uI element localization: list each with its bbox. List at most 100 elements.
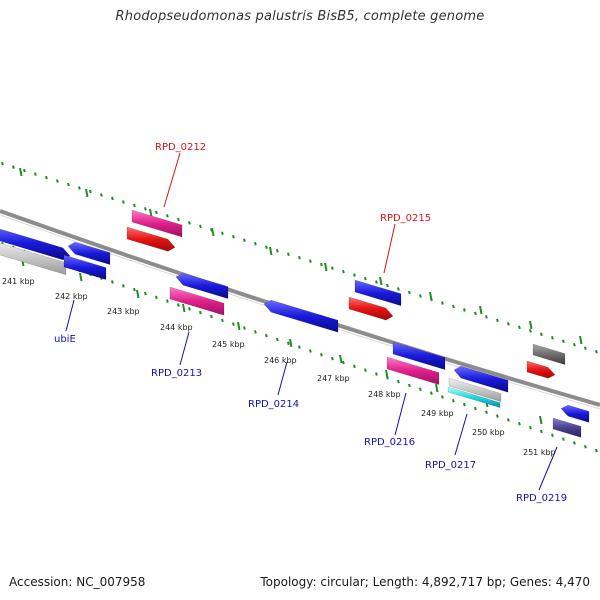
- minor-tick: [485, 410, 488, 415]
- minor-tick: [408, 383, 411, 388]
- minor-tick: [573, 441, 576, 445]
- topology-text: Topology: circular; Length: 4,892,717 bp…: [260, 575, 590, 589]
- major-tick: [19, 167, 23, 177]
- scale-label: 247 kbp: [317, 374, 350, 383]
- minor-tick: [45, 175, 48, 180]
- minor-tick: [166, 214, 169, 218]
- minor-tick: [265, 333, 268, 338]
- tick-marks: [1, 161, 598, 453]
- minor-tick: [353, 364, 356, 369]
- gene-label[interactable]: RPD_0212: [155, 142, 206, 153]
- minor-tick: [243, 326, 246, 330]
- minor-tick: [584, 346, 587, 351]
- major-tick: [289, 338, 293, 348]
- minor-tick: [221, 318, 224, 323]
- major-tick: [579, 335, 583, 345]
- gene-label[interactable]: RPD_0219: [516, 493, 567, 504]
- minor-tick: [34, 172, 37, 176]
- gene-feature: [263, 299, 339, 333]
- major-tick: [385, 369, 389, 379]
- minor-tick: [232, 322, 235, 326]
- major-tick: [85, 188, 89, 198]
- minor-tick: [551, 433, 554, 438]
- minor-tick: [474, 311, 477, 316]
- leader-line: [163, 152, 181, 208]
- gene-label[interactable]: RPD_0213: [151, 368, 202, 379]
- minor-tick: [144, 207, 147, 211]
- gene-feature: [560, 404, 590, 423]
- minor-tick: [419, 294, 422, 298]
- scale-label: 249 kbp: [421, 409, 454, 418]
- minor-tick: [309, 259, 312, 263]
- minor-tick: [474, 406, 477, 411]
- gene-labels: RPD_0212 RPD_0215 ubiE RPD_0213 RPD_0214 RPD_…: [54, 142, 567, 504]
- scale-label: 245 kbp: [212, 340, 245, 349]
- minor-tick: [287, 341, 290, 346]
- minor-tick: [23, 168, 26, 173]
- minor-tick: [408, 290, 411, 295]
- minor-tick: [386, 283, 389, 288]
- minor-tick: [177, 217, 180, 222]
- gene-feature: [348, 296, 394, 321]
- gene-label[interactable]: RPD_0217: [425, 460, 476, 471]
- minor-tick: [188, 307, 191, 311]
- accession-text: Accession: NC_007958: [9, 575, 146, 589]
- minor-tick: [430, 391, 433, 395]
- minor-tick: [320, 262, 323, 267]
- gene-label[interactable]: ubiE: [54, 334, 76, 345]
- scale-label: 243 kbp: [107, 307, 140, 316]
- major-tick: [149, 208, 153, 218]
- minor-tick: [331, 356, 334, 361]
- minor-tick: [232, 235, 235, 239]
- gene-feature: [448, 377, 502, 402]
- minor-tick: [166, 299, 169, 303]
- minor-tick: [463, 308, 466, 312]
- minor-tick: [221, 231, 224, 236]
- minor-tick: [265, 245, 268, 249]
- leader-line: [65, 299, 75, 332]
- minor-tick: [485, 315, 488, 319]
- leader-line: [538, 446, 558, 491]
- minor-tick: [364, 276, 367, 281]
- leader-line: [277, 361, 288, 396]
- minor-tick: [397, 379, 400, 384]
- minor-tick: [518, 422, 521, 426]
- major-tick: [237, 321, 241, 331]
- minor-tick: [452, 399, 455, 403]
- scale-label: 242 kbp: [55, 292, 88, 301]
- minor-tick: [529, 329, 532, 333]
- minor-tick: [254, 330, 257, 334]
- leader-line: [454, 413, 468, 456]
- minor-tick: [78, 186, 81, 190]
- minor-tick: [441, 301, 444, 305]
- major-tick: [379, 276, 383, 286]
- gene-label[interactable]: RPD_0215: [380, 213, 431, 224]
- gene-feature: [532, 343, 566, 365]
- minor-tick: [298, 255, 301, 260]
- major-tick: [136, 289, 140, 299]
- minor-tick: [573, 343, 576, 347]
- gene-feature: [67, 241, 111, 265]
- minor-tick: [122, 200, 125, 204]
- minor-tick: [56, 179, 59, 183]
- minor-tick: [276, 248, 279, 253]
- major-tick: [529, 320, 533, 330]
- gene-feature: [131, 209, 183, 238]
- scale-label: 246 kbp: [264, 356, 297, 365]
- gene-feature: [386, 356, 440, 385]
- minor-tick: [111, 280, 114, 284]
- gene-label[interactable]: RPD_0216: [364, 437, 415, 448]
- gene-label[interactable]: RPD_0214: [248, 399, 299, 410]
- minor-tick: [12, 165, 15, 169]
- scale-label: 251 kbp: [523, 448, 556, 457]
- minor-tick: [309, 349, 312, 353]
- gene-feature: [126, 226, 176, 252]
- major-tick: [182, 303, 186, 313]
- minor-tick: [518, 325, 521, 330]
- minor-tick: [507, 322, 510, 326]
- minor-tick: [89, 189, 92, 194]
- minor-tick: [551, 336, 554, 340]
- genome-title: Rhodopseudomonas palustris BisB5, comple…: [115, 9, 485, 24]
- minor-tick: [210, 314, 213, 319]
- minor-tick: [100, 193, 103, 197]
